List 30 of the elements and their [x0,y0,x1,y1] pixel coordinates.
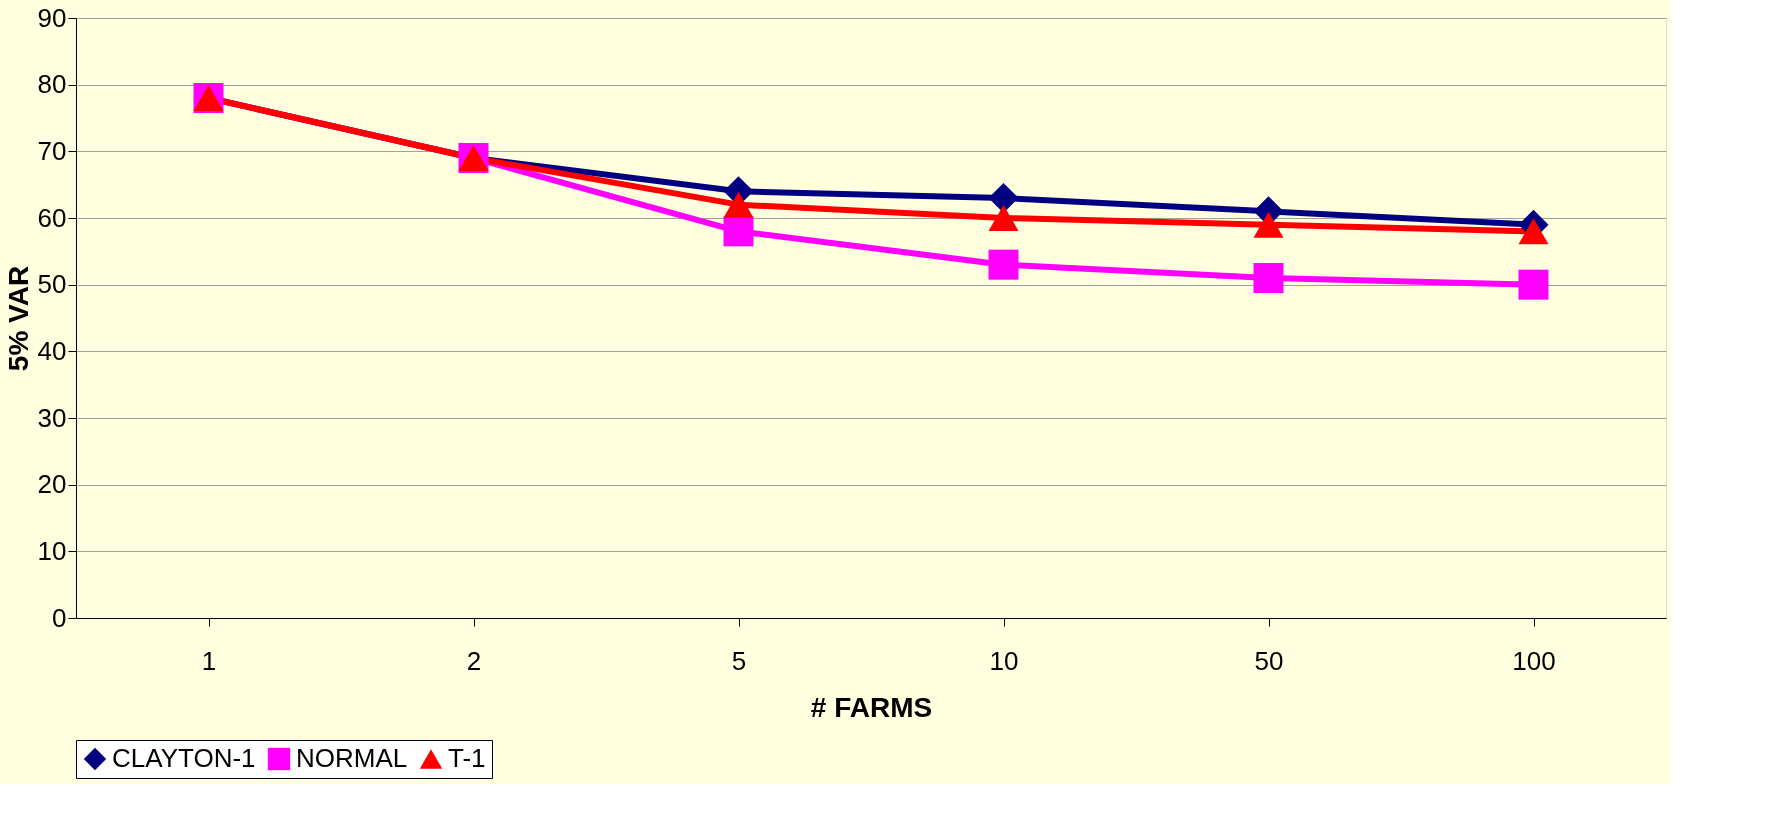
y-tick-label: 60 [37,202,67,233]
y-tick-label: 40 [37,335,67,366]
y-tick-label: 30 [37,402,67,433]
y-tick-label: 10 [37,535,67,566]
point [723,191,754,218]
y-tick-label: 80 [37,69,67,100]
point [988,205,1019,231]
legend-label: T-1 [448,743,486,773]
legend-label: CLAYTON-1 [112,743,256,773]
y-tick-label: 0 [52,602,67,633]
y-tick-label: 90 [37,2,67,33]
x-tick-label: 10 [989,645,1019,676]
point [1518,218,1549,245]
point [1518,269,1549,300]
x-tick-label: 5 [731,645,747,676]
y-tick-label: 70 [37,135,67,166]
point [723,216,754,247]
x-tick-label: 1 [201,645,217,676]
point [988,249,1019,280]
x-tick-label: 100 [1512,645,1556,676]
x-axis-title: # FARMS [810,691,933,723]
y-tick-label: 50 [37,269,67,300]
y-axis-title: 5% VAR [2,265,34,372]
x-tick-label: 2 [466,645,482,676]
point [1253,211,1284,238]
point [988,183,1019,213]
point [1253,263,1284,293]
y-tick-label: 20 [37,469,67,500]
legend-label: NORMAL [296,743,408,773]
x-tick-label: 50 [1254,645,1284,676]
